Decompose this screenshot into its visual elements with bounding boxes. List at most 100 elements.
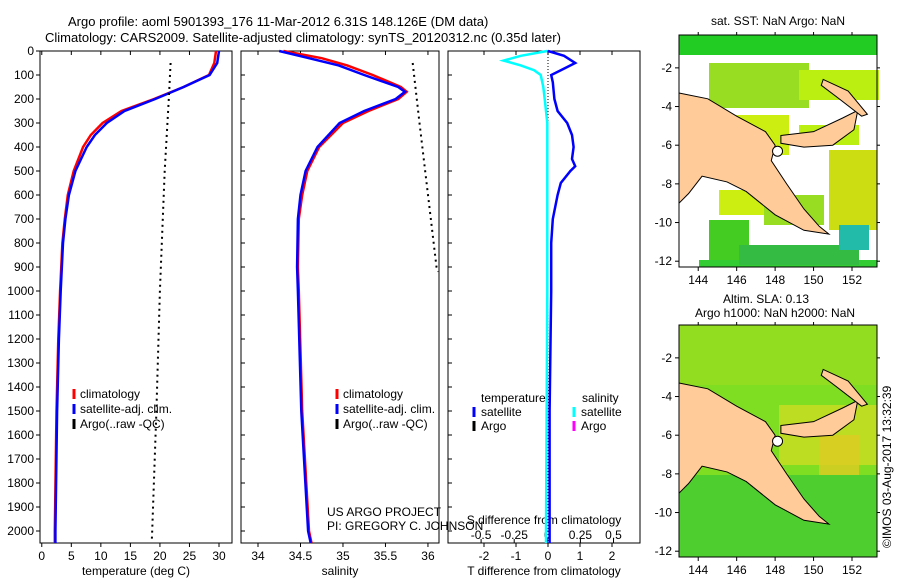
x2-tick-label: 0.5: [605, 528, 622, 542]
x-tick-label: -2: [479, 549, 490, 563]
series-line-satellite-adj-clim-: [278, 49, 408, 544]
map-x-tick-label: 152: [842, 273, 862, 287]
map-y-tick-label: -12: [655, 254, 673, 268]
map-x-tick-label: 144: [688, 273, 708, 287]
x-tick-label: 2: [609, 549, 616, 563]
new-guinea-land: [678, 382, 831, 525]
x-tick-label: 0: [545, 549, 552, 563]
map-y-tick-label: -12: [655, 544, 673, 558]
new-guinea-land: [678, 92, 831, 235]
map-y-tick-label: -4: [661, 100, 672, 114]
legend-header-salinity: salinity: [582, 391, 619, 405]
x-axis-label: salinity: [322, 564, 359, 578]
map-x-tick-label: 146: [727, 273, 747, 287]
title-line2: Climatology: CARS2009. Satellite-adjuste…: [45, 30, 561, 45]
sla-cell: [819, 435, 859, 475]
map-y-tick-label: -4: [661, 390, 672, 404]
y-tick-label: 1200: [7, 332, 34, 346]
map-y-tick-label: -10: [655, 216, 673, 230]
sst-cell: [679, 35, 877, 55]
legend-header-temperature: temperature: [481, 391, 546, 405]
y-tick-label: 1800: [7, 476, 34, 490]
x-tick-label: 1: [577, 549, 584, 563]
legend-entry: satellite-adj. clim.: [343, 402, 435, 416]
x-tick-label: 10: [94, 549, 108, 563]
x-tick-label: 35: [336, 549, 350, 563]
map-x-tick-label: 146: [727, 563, 747, 577]
new-britain-land: [780, 399, 859, 438]
legend-entry: Argo(..raw -QC): [343, 417, 428, 431]
series-line-temperature-satellite: [547, 49, 578, 543]
sst-cell: [839, 225, 869, 250]
legend-entry: Argo(..raw -QC): [80, 417, 165, 431]
legend-entry: satellite: [581, 405, 622, 419]
map-y-tick-label: -2: [661, 61, 672, 75]
y-tick-label: 1900: [7, 500, 34, 514]
map-y-tick-label: -8: [661, 177, 672, 191]
y-tick-label: 2000: [7, 524, 34, 538]
x-tick-label: 34.5: [289, 549, 313, 563]
legend-entry: satellite: [481, 405, 522, 419]
x-tick-label: 35.5: [374, 549, 398, 563]
legend-entry: climatology: [80, 387, 140, 401]
x-tick-label: 25: [183, 549, 197, 563]
project-label: US ARGO PROJECT: [327, 505, 442, 519]
map-x-tick-label: 148: [765, 273, 785, 287]
x-tick-label: 0: [38, 549, 45, 563]
y-tick-label: 300: [14, 116, 34, 130]
map-y-tick-label: -6: [661, 138, 672, 152]
panel-frame-difference: [447, 50, 641, 544]
y-tick-label: 1100: [8, 308, 34, 322]
sla-cell: [679, 325, 877, 385]
new-ireland-land: [820, 78, 869, 117]
pi-label: PI: GREGORY C. JOHNSON: [327, 519, 484, 533]
map-x-tick-label: 152: [842, 563, 862, 577]
y-tick-label: 400: [14, 140, 34, 154]
new-britain-land: [780, 109, 859, 148]
sst-cell: [709, 63, 809, 108]
map-x-tick-label: 150: [804, 563, 824, 577]
x-axis-label: T difference from climatology: [467, 564, 621, 578]
series-line-climatology: [53, 50, 218, 543]
title-line1: Argo profile: aoml 5901393_176 11-Mar-20…: [68, 14, 489, 29]
map-frame: [678, 34, 878, 268]
map-title: sat. SST: NaN Argo: NaN: [711, 14, 845, 28]
y-tick-label: 600: [14, 188, 34, 202]
y-tick-label: 1400: [7, 380, 34, 394]
y-tick-label: 1700: [7, 452, 34, 466]
map-y-tick-label: -10: [655, 506, 673, 520]
y-tick-label: 0: [27, 44, 34, 58]
map-title-line2: Argo h1000: NaN h2000: NaN: [695, 306, 855, 320]
x2-axis-label: S difference from climatology: [467, 513, 622, 527]
series-line-satellite-adj-clim-: [54, 50, 221, 543]
y-tick-label: 1000: [7, 284, 34, 298]
x-tick-label: -1: [511, 549, 522, 563]
series-line-climatology: [283, 49, 409, 544]
argo-position-marker: [772, 145, 784, 157]
y-tick-label: 1300: [7, 356, 34, 370]
x-tick-label: 20: [153, 549, 167, 563]
y-tick-label: 200: [14, 92, 34, 106]
copyright-label: ©IMOS 03-Aug-2017 13:32:39: [880, 385, 894, 548]
y-tick-label: 700: [14, 212, 34, 226]
x2-tick-label: 0.25: [569, 528, 593, 542]
series-line-argo-raw-qc-: [411, 62, 440, 273]
argo-position-marker: [772, 435, 784, 447]
new-ireland-land: [820, 368, 869, 407]
legend-entry: satellite-adj. clim.: [80, 402, 172, 416]
y-tick-label: 500: [14, 164, 34, 178]
map-y-tick-label: -6: [661, 428, 672, 442]
map-x-tick-label: 144: [688, 563, 708, 577]
x-tick-label: 5: [68, 549, 75, 563]
x2-tick-label: 0: [544, 528, 551, 542]
y-tick-label: 1500: [7, 404, 34, 418]
series-line-salinity-satellite: [498, 49, 549, 543]
map-x-tick-label: 150: [804, 273, 824, 287]
x-tick-label: 36: [421, 549, 435, 563]
map-x-tick-label: 148: [765, 563, 785, 577]
map-y-tick-label: -8: [661, 467, 672, 481]
x2-tick-label: -0.25: [501, 528, 529, 542]
map-y-tick-label: -2: [661, 351, 672, 365]
